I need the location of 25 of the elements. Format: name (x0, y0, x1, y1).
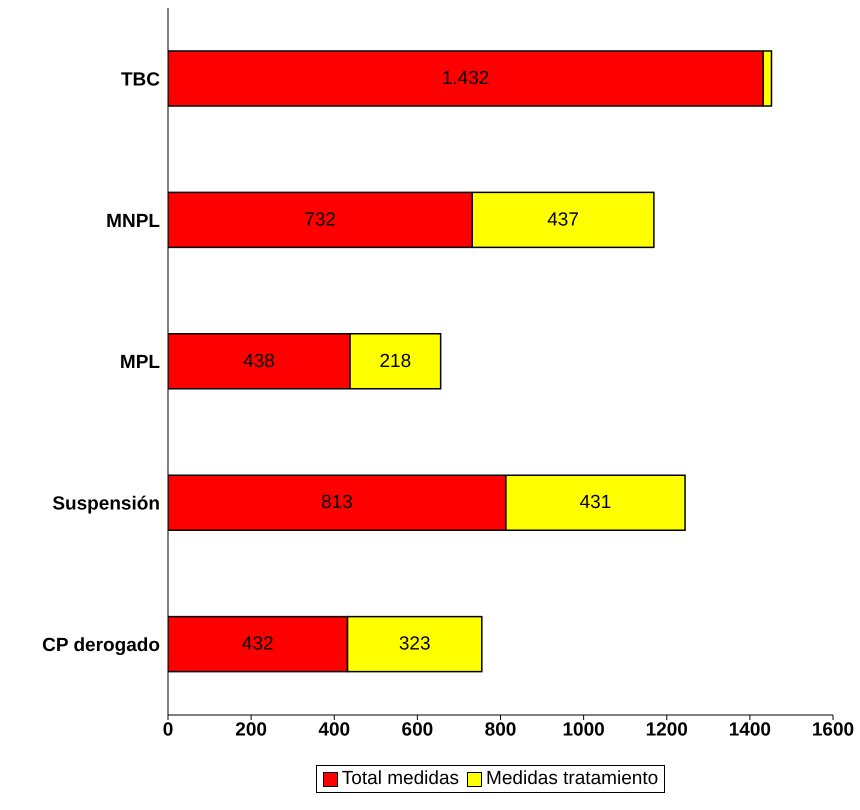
x-tick-label: 1600 (812, 719, 854, 740)
x-tick-label: 800 (484, 719, 516, 740)
x-tick-label: 1000 (562, 719, 605, 740)
x-tick-label: 600 (402, 719, 434, 740)
x-tick-label: 200 (235, 719, 267, 740)
data-label: 432 (242, 634, 274, 655)
y-tick-label: MNPL (106, 210, 160, 232)
y-tick-label: CP derogado (42, 635, 160, 656)
data-label: 1.432 (442, 68, 490, 89)
x-tick-label: 400 (318, 719, 350, 740)
data-label: 431 (580, 492, 612, 514)
y-tick-label: MPL (120, 352, 160, 374)
data-label: 813 (321, 492, 353, 514)
data-label: 323 (398, 634, 431, 655)
y-tick-label: TBC (120, 69, 160, 90)
data-label: 218 (379, 350, 412, 372)
legend-label: Total medidas (340, 768, 460, 790)
y-tick-label: Suspensión (52, 494, 160, 515)
x-tick-label: 0 (162, 719, 174, 740)
x-tick-label: 1200 (646, 719, 688, 740)
data-label: 732 (304, 209, 336, 230)
data-label: 437 (547, 209, 579, 230)
legend-label: Medidas tratamiento (485, 768, 658, 790)
x-tick-label: 1400 (728, 719, 772, 740)
data-label: 438 (243, 350, 275, 372)
